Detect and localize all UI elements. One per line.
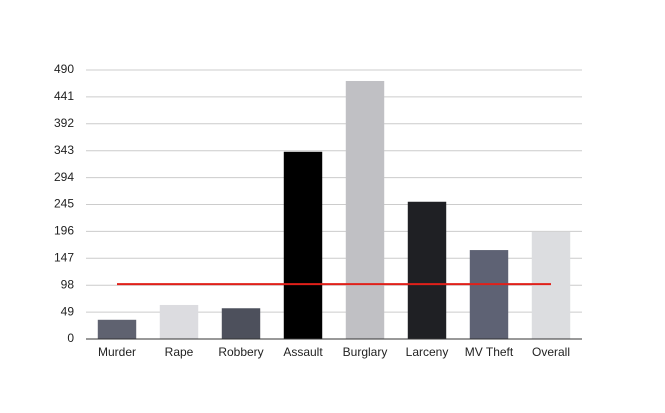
x-tick-label: MV Theft — [465, 345, 514, 359]
bar — [159, 304, 199, 339]
x-tick-label: Murder — [98, 345, 136, 359]
bar — [407, 201, 447, 339]
x-tick-label: Larceny — [406, 345, 449, 359]
y-tick-label: 147 — [54, 250, 74, 264]
y-tick-label: 392 — [54, 116, 74, 130]
bar — [221, 308, 261, 339]
y-tick-label: 196 — [54, 224, 74, 238]
y-tick-label: 343 — [54, 143, 74, 157]
y-tick-label: 490 — [54, 62, 74, 76]
x-tick-label: Overall — [532, 345, 570, 359]
x-tick-label: Assault — [283, 345, 323, 359]
y-tick-label: 0 — [67, 331, 74, 345]
bar — [469, 250, 509, 339]
y-tick-label: 49 — [61, 304, 75, 318]
bar — [283, 151, 323, 339]
y-tick-label: 245 — [54, 197, 74, 211]
x-tick-label: Burglary — [343, 345, 388, 359]
x-tick-label: Robbery — [218, 345, 263, 359]
x-tick-label: Rape — [165, 345, 194, 359]
y-tick-label: 294 — [54, 170, 74, 184]
y-tick-label: 441 — [54, 89, 74, 103]
bar — [97, 319, 137, 339]
bar — [531, 231, 571, 339]
bar — [345, 80, 385, 340]
y-tick-label: 98 — [61, 277, 75, 291]
